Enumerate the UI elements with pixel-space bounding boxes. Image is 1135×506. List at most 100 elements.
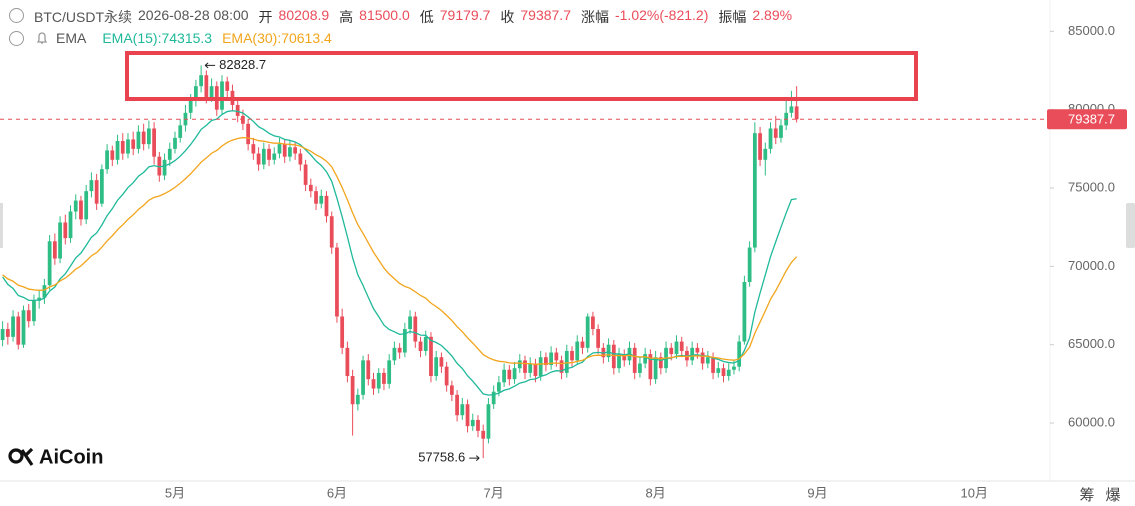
candle-body xyxy=(194,86,198,101)
x-tick-label: 7月 xyxy=(484,485,504,500)
candle-body xyxy=(758,133,762,160)
candle-body xyxy=(397,347,402,353)
candle-body xyxy=(544,357,548,366)
candle-body xyxy=(460,404,465,416)
candle-body xyxy=(376,372,381,389)
candle-body xyxy=(491,391,496,405)
candle-body xyxy=(272,153,277,160)
candle-body xyxy=(606,344,611,358)
candle-body xyxy=(732,366,736,370)
candle-body xyxy=(575,341,580,361)
candle-body xyxy=(486,404,491,439)
candle-body xyxy=(382,372,386,384)
field-label: 振幅 xyxy=(718,9,747,25)
candle-body xyxy=(669,347,674,355)
candle-body xyxy=(178,125,183,138)
candle-body xyxy=(726,369,731,377)
candle-body xyxy=(512,368,517,380)
bell-icon[interactable] xyxy=(34,30,50,46)
candle-body xyxy=(538,357,543,377)
candle-body xyxy=(115,141,120,160)
candle-body xyxy=(68,211,73,239)
candle-body xyxy=(335,247,339,317)
candle-body xyxy=(470,419,475,427)
candle-body xyxy=(355,394,360,405)
toolbar-button[interactable]: 筹 xyxy=(1079,487,1094,504)
candle-body xyxy=(653,357,658,380)
last-price-label: 79387.7 xyxy=(1068,112,1115,127)
candle-body xyxy=(282,144,287,157)
candle-body xyxy=(622,354,627,361)
candle-body xyxy=(481,430,486,439)
indicator-name: EMA xyxy=(56,30,87,46)
candle-body xyxy=(5,329,10,337)
toolbar-button[interactable]: 爆 xyxy=(1105,487,1120,504)
indicator-row: EMA EMA(15):74315.3 EMA(30):70613.4 xyxy=(34,30,332,46)
candle-body xyxy=(716,368,721,373)
candle-body xyxy=(711,357,715,373)
candle-body xyxy=(591,316,595,330)
field-label: 高 xyxy=(339,9,354,25)
candle-body xyxy=(162,159,167,176)
candle-body xyxy=(94,180,99,204)
candle-body xyxy=(570,350,574,361)
field-label: 开 xyxy=(258,9,273,25)
candle-body xyxy=(705,357,710,364)
candle-body xyxy=(136,131,141,149)
candle-body xyxy=(157,156,162,176)
candle-body xyxy=(768,128,773,149)
candle-body xyxy=(507,369,512,380)
candle-body xyxy=(308,184,313,192)
candle-body xyxy=(497,382,501,392)
x-tick-label: 8月 xyxy=(645,485,665,500)
candle-body xyxy=(737,341,742,367)
candle-body xyxy=(455,394,459,416)
candle-body xyxy=(21,310,26,345)
x-tick-label: 9月 xyxy=(807,485,827,500)
x-tick-label: 6月 xyxy=(327,485,347,500)
candle-body xyxy=(120,141,125,154)
candle-body xyxy=(11,316,15,337)
header-row: BTC/USDT永续 2026-08-28 08:00 开 80208.9 高 81… xyxy=(34,7,796,27)
candle-body xyxy=(632,347,637,373)
candle-body xyxy=(63,222,68,239)
candle-body xyxy=(752,133,757,248)
annotation-arrow xyxy=(204,62,216,69)
candle-body xyxy=(476,419,480,431)
candle-body xyxy=(105,150,109,170)
candle-body xyxy=(26,310,31,322)
candle-body xyxy=(241,115,245,124)
collapse-icon[interactable] xyxy=(9,31,24,46)
candle-body xyxy=(251,144,256,154)
candle-body xyxy=(408,316,412,330)
time: 2026-08-28 08:00 xyxy=(138,7,249,23)
y-tick-label: 65000.0 xyxy=(1068,336,1115,351)
collapse-icon[interactable] xyxy=(9,8,24,23)
field-label: 涨幅 xyxy=(580,9,609,25)
logo: AiCoin xyxy=(8,446,103,468)
candle-body xyxy=(658,357,663,369)
right-handle[interactable] xyxy=(1126,203,1135,248)
candle-body xyxy=(528,363,533,373)
candle-body xyxy=(303,164,308,185)
candle-body xyxy=(84,191,89,220)
candle-body xyxy=(674,341,679,355)
candle-body xyxy=(554,352,559,361)
candle-body xyxy=(267,148,271,160)
candle-body xyxy=(288,147,292,157)
candle-body xyxy=(126,139,130,154)
left-handle[interactable] xyxy=(0,203,3,248)
candle-body xyxy=(402,329,407,353)
legend-entry: EMA(30):70613.4 xyxy=(222,30,332,46)
candle-body xyxy=(444,366,449,386)
candle-body xyxy=(789,106,794,113)
candle-body xyxy=(204,75,209,98)
candle-body xyxy=(580,341,585,348)
candle-body xyxy=(387,360,392,384)
symbol: BTC/USDT永续 xyxy=(34,9,132,25)
field-value: 81500.0 xyxy=(359,7,410,23)
candle-body xyxy=(502,369,506,383)
candle-body xyxy=(564,350,569,373)
